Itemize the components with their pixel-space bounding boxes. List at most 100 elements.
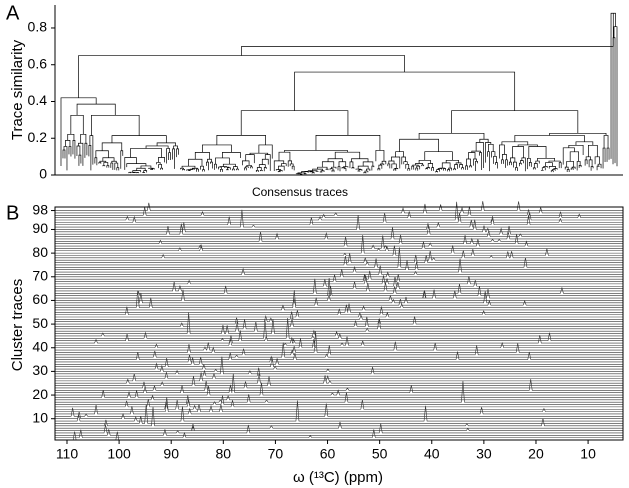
x-tick-label: 20 [528, 446, 544, 462]
x-axis-label: ω (¹³C) (ppm) [293, 469, 383, 486]
plot-frame [54, 206, 624, 441]
trace [55, 314, 623, 323]
trace [55, 312, 623, 334]
y-tick-label: 0.6 [28, 55, 48, 71]
y-tick-label: 10 [32, 409, 48, 425]
trace [55, 362, 623, 370]
trace [55, 345, 623, 356]
trace [55, 423, 623, 431]
y-tick-label: 70 [32, 267, 48, 283]
trace [55, 235, 623, 254]
y-axis-label: Trace similarity [9, 39, 26, 140]
trace [55, 214, 623, 226]
y-tick-label: 90 [32, 220, 48, 236]
trace [55, 394, 623, 401]
trace [55, 278, 623, 297]
panel-label: B [6, 202, 19, 224]
trace [55, 373, 623, 384]
trace [55, 209, 623, 228]
trace [55, 357, 623, 367]
trace [55, 260, 623, 270]
trace [55, 291, 623, 304]
x-tick-label: 50 [372, 446, 388, 462]
trace [55, 429, 623, 436]
trace [55, 318, 623, 339]
trace [55, 399, 623, 410]
trace [55, 404, 623, 415]
trace [55, 223, 623, 235]
trace [55, 281, 623, 289]
trace [55, 381, 623, 389]
x-tick-label: 30 [476, 446, 492, 462]
trace [55, 235, 623, 249]
x-tick-label: 10 [580, 446, 596, 462]
y-tick-label: 0.2 [28, 129, 48, 145]
trace [55, 404, 623, 424]
y-tick-label: 98 [32, 201, 48, 217]
trace [55, 269, 623, 278]
trace [55, 421, 623, 429]
trace [55, 250, 623, 261]
trace [55, 297, 623, 306]
x-tick-label: 90 [163, 446, 179, 462]
y-tick-label: 20 [32, 386, 48, 402]
trace [55, 201, 623, 221]
trace [55, 250, 623, 259]
trace [55, 382, 623, 396]
dendrogram [60, 12, 618, 175]
trace [55, 329, 623, 337]
trace [55, 265, 623, 275]
x-tick-label: 110 [56, 446, 79, 462]
x-tick-label: 80 [216, 446, 232, 462]
trace [55, 429, 623, 438]
trace [55, 338, 623, 349]
y-tick-label: 30 [32, 362, 48, 378]
y-axis-label: Cluster traces [9, 279, 26, 372]
x-axis-label: Consensus traces [252, 185, 348, 199]
y-tick-label: 50 [32, 315, 48, 331]
trace [55, 364, 623, 372]
trace [55, 400, 623, 422]
trace [55, 274, 623, 282]
trace [55, 231, 623, 242]
x-tick-label: 60 [320, 446, 336, 462]
trace [55, 381, 623, 403]
y-tick-label: 0.8 [28, 19, 48, 35]
trace [55, 203, 623, 214]
y-tick-label: 0.4 [28, 92, 48, 108]
trace [55, 234, 623, 244]
trace [55, 395, 623, 405]
x-tick-label: 40 [424, 446, 440, 462]
trace [55, 403, 623, 417]
x-tick-label: 100 [107, 446, 131, 462]
trace [55, 331, 623, 353]
panel-label: A [6, 2, 20, 24]
trace [55, 316, 623, 327]
trace [55, 270, 623, 280]
trace [55, 311, 623, 320]
trace [55, 211, 623, 218]
trace [55, 206, 623, 216]
trace [55, 229, 623, 237]
trace [55, 303, 623, 313]
trace [55, 423, 623, 434]
trace [55, 201, 623, 211]
trace [55, 357, 623, 365]
trace [55, 255, 623, 266]
trace [55, 245, 623, 256]
trace [55, 236, 623, 247]
trace [55, 253, 623, 263]
trace [55, 372, 623, 379]
trace [55, 316, 623, 325]
trace [55, 304, 623, 311]
trace [55, 227, 623, 240]
trace [55, 367, 623, 377]
trace [55, 411, 623, 420]
trace [55, 310, 623, 318]
y-tick-label: 40 [32, 338, 48, 354]
y-tick-label: 60 [32, 291, 48, 307]
trace [55, 354, 623, 363]
y-tick-label: 80 [32, 244, 48, 260]
trace [55, 318, 623, 330]
